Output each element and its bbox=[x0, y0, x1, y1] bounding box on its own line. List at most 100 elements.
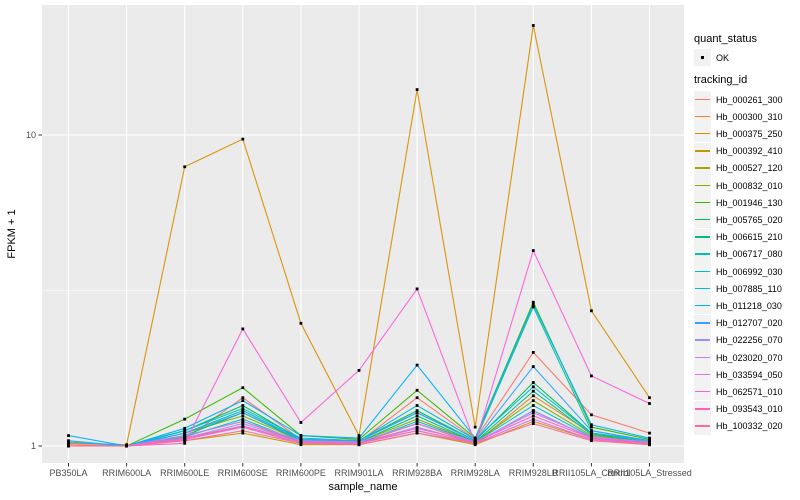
data-point bbox=[67, 434, 70, 437]
data-point bbox=[183, 434, 187, 437]
data-point bbox=[531, 417, 535, 421]
data-point bbox=[415, 287, 419, 291]
data-point bbox=[531, 24, 535, 27]
legend-item-label: Hb_000392_410 bbox=[716, 146, 783, 157]
data-point bbox=[415, 417, 419, 421]
legend-item-Hb_006615_210: Hb_006615_210 bbox=[694, 228, 783, 246]
y-tick-label: 10 bbox=[26, 130, 36, 140]
legend-key-box bbox=[694, 91, 711, 108]
legend-key-box bbox=[694, 417, 711, 435]
legend-key-line-icon bbox=[695, 339, 710, 341]
legend-key-line-icon bbox=[695, 304, 710, 307]
data-point bbox=[531, 351, 535, 354]
legend-key-box bbox=[694, 366, 711, 384]
legend-key-box bbox=[694, 211, 711, 229]
legend-key-line-icon bbox=[695, 270, 710, 273]
legend-item-label: Hb_011218_030 bbox=[716, 300, 782, 311]
data-point bbox=[415, 396, 419, 400]
legend-item-Hb_000261_300: Hb_000261_300 bbox=[694, 91, 783, 108]
data-point bbox=[531, 365, 535, 368]
legend-key-line-icon bbox=[695, 236, 710, 238]
data-point bbox=[473, 436, 477, 440]
data-point bbox=[357, 443, 361, 447]
data-point bbox=[241, 420, 245, 423]
legend-key-line-icon bbox=[695, 287, 710, 290]
legend-item-label: Hb_001946_130 bbox=[716, 197, 783, 208]
data-point bbox=[590, 431, 593, 435]
data-point bbox=[183, 417, 187, 421]
legend-item-label: Hb_006992_030 bbox=[716, 266, 783, 277]
data-point bbox=[590, 423, 593, 427]
legend-item-label: Hb_000375_250 bbox=[716, 128, 783, 139]
data-point bbox=[531, 394, 535, 398]
legend-item-label: Hb_000832_010 bbox=[716, 180, 783, 191]
legend-item-label: Hb_006717_080 bbox=[716, 249, 783, 260]
y-axis-title: FPKM + 1 bbox=[6, 209, 18, 258]
x-tick-label: RRIM600LE bbox=[160, 468, 209, 478]
legend-item-label: Hb_033594_050 bbox=[716, 369, 783, 380]
data-point bbox=[531, 409, 535, 412]
legend-item-Hb_006717_080: Hb_006717_080 bbox=[694, 245, 783, 263]
legend-key-line-icon bbox=[695, 115, 710, 118]
data-point bbox=[415, 429, 419, 433]
x-tick-label: RRIM600PE bbox=[276, 468, 326, 478]
data-point bbox=[415, 414, 419, 418]
data-point bbox=[648, 436, 651, 440]
x-tick-label: PB350LA bbox=[49, 468, 87, 478]
data-point bbox=[531, 381, 535, 384]
data-point bbox=[590, 374, 593, 378]
data-point bbox=[590, 439, 593, 443]
data-point bbox=[415, 404, 419, 407]
data-point bbox=[531, 249, 535, 252]
legend-key-line-icon bbox=[695, 218, 710, 221]
legend-key-line-icon bbox=[695, 201, 710, 204]
x-axis-title: sample_name bbox=[328, 481, 397, 493]
x-tick-label: RRIM901LA bbox=[334, 468, 383, 478]
legend-item-label: Hb_022256_070 bbox=[716, 335, 783, 346]
data-point bbox=[241, 429, 245, 433]
legend-item-label: Hb_012707_020 bbox=[716, 318, 783, 329]
data-point bbox=[241, 422, 245, 425]
legend-key-box bbox=[694, 263, 711, 280]
data-point bbox=[183, 426, 187, 430]
data-point bbox=[299, 434, 303, 437]
data-point bbox=[531, 389, 535, 393]
data-point bbox=[241, 411, 245, 415]
legend-key-line-icon bbox=[695, 356, 710, 359]
data-point bbox=[241, 399, 245, 402]
data-point bbox=[415, 422, 419, 425]
legend-key-box bbox=[694, 314, 711, 332]
legend-item-label: Hb_000261_300 bbox=[716, 94, 783, 105]
legend-key-box bbox=[694, 125, 711, 143]
legend-item-Hb_033594_050: Hb_033594_050 bbox=[694, 366, 783, 384]
legend-key-box bbox=[694, 383, 711, 401]
data-point bbox=[531, 422, 535, 425]
x-tick-label: RRIM928LA bbox=[451, 468, 500, 478]
data-point bbox=[183, 429, 187, 433]
data-point bbox=[590, 429, 593, 433]
data-point bbox=[415, 363, 419, 367]
data-point bbox=[241, 431, 245, 435]
legend-key-line-icon bbox=[695, 253, 710, 255]
data-point bbox=[531, 303, 535, 306]
legend-item-Hb_005765_020: Hb_005765_020 bbox=[694, 211, 783, 229]
legend-key-line-icon bbox=[695, 322, 710, 324]
data-point bbox=[415, 88, 419, 91]
legend-key-line-icon bbox=[695, 167, 710, 169]
data-point bbox=[241, 327, 245, 331]
data-point bbox=[299, 421, 303, 424]
legend-key-box bbox=[694, 331, 711, 349]
legend-item-Hb_093543_010: Hb_093543_010 bbox=[694, 400, 783, 418]
x-tick-label: RRIM600LA bbox=[102, 468, 151, 478]
data-point bbox=[415, 388, 419, 392]
legend-key-line-icon bbox=[695, 408, 710, 410]
data-point bbox=[183, 436, 187, 440]
legend-title-quant-status: quant_status bbox=[694, 33, 757, 45]
legend-key-box bbox=[694, 297, 711, 315]
data-point bbox=[415, 431, 419, 435]
data-point bbox=[531, 420, 535, 423]
data-point bbox=[183, 441, 187, 445]
data-point bbox=[531, 300, 535, 304]
